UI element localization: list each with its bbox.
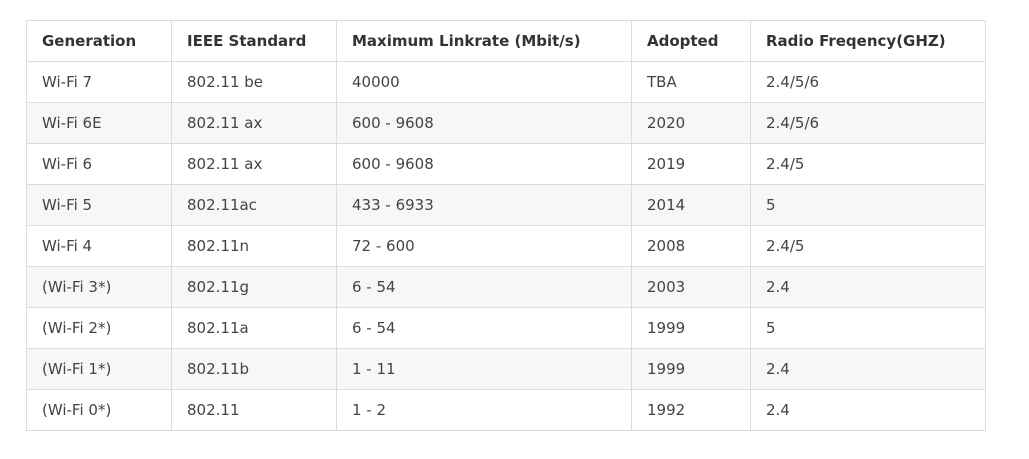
table-row: (Wi-Fi 1*) 802.11b 1 - 11 1999 2.4 (26, 348, 986, 390)
table-row: Wi-Fi 6 802.11 ax 600 - 9608 2019 2.4/5 (26, 143, 986, 185)
cell-generation: (Wi-Fi 0*) (26, 389, 172, 431)
cell-adopted: 1999 (631, 348, 751, 390)
cell-ieee-standard: 802.11a (171, 307, 337, 349)
cell-ieee-standard: 802.11g (171, 266, 337, 308)
cell-adopted: 2008 (631, 225, 751, 267)
wifi-generations-table-container: Generation IEEE Standard Maximum Linkrat… (26, 20, 986, 431)
cell-generation: (Wi-Fi 2*) (26, 307, 172, 349)
table-row: (Wi-Fi 0*) 802.11 1 - 2 1992 2.4 (26, 389, 986, 431)
cell-adopted: TBA (631, 61, 751, 103)
cell-max-linkrate: 6 - 54 (336, 307, 632, 349)
cell-max-linkrate: 433 - 6933 (336, 184, 632, 226)
header-row: Generation IEEE Standard Maximum Linkrat… (26, 20, 986, 62)
table-row: Wi-Fi 7 802.11 be 40000 TBA 2.4/5/6 (26, 61, 986, 103)
header-generation: Generation (26, 20, 172, 62)
cell-generation: (Wi-Fi 1*) (26, 348, 172, 390)
cell-adopted: 2020 (631, 102, 751, 144)
cell-generation: Wi-Fi 5 (26, 184, 172, 226)
header-adopted: Adopted (631, 20, 751, 62)
cell-max-linkrate: 600 - 9608 (336, 143, 632, 185)
cell-ieee-standard: 802.11 (171, 389, 337, 431)
cell-radio-frequency: 5 (750, 307, 986, 349)
cell-radio-frequency: 2.4/5 (750, 143, 986, 185)
cell-adopted: 1999 (631, 307, 751, 349)
cell-ieee-standard: 802.11 ax (171, 102, 337, 144)
cell-max-linkrate: 1 - 11 (336, 348, 632, 390)
cell-max-linkrate: 600 - 9608 (336, 102, 632, 144)
cell-radio-frequency: 2.4/5/6 (750, 102, 986, 144)
cell-radio-frequency: 2.4 (750, 348, 986, 390)
cell-generation: (Wi-Fi 3*) (26, 266, 172, 308)
cell-adopted: 1992 (631, 389, 751, 431)
table-row: Wi-Fi 4 802.11n 72 - 600 2008 2.4/5 (26, 225, 986, 267)
cell-adopted: 2003 (631, 266, 751, 308)
table-row: Wi-Fi 6E 802.11 ax 600 - 9608 2020 2.4/5/6 (26, 102, 986, 144)
cell-max-linkrate: 40000 (336, 61, 632, 103)
table-row: (Wi-Fi 2*) 802.11a 6 - 54 1999 5 (26, 307, 986, 349)
cell-radio-frequency: 5 (750, 184, 986, 226)
cell-radio-frequency: 2.4 (750, 389, 986, 431)
cell-adopted: 2014 (631, 184, 751, 226)
table-header: Generation IEEE Standard Maximum Linkrat… (26, 20, 986, 62)
cell-ieee-standard: 802.11 be (171, 61, 337, 103)
header-ieee-standard: IEEE Standard (171, 20, 337, 62)
cell-generation: Wi-Fi 4 (26, 225, 172, 267)
cell-generation: Wi-Fi 6E (26, 102, 172, 144)
cell-generation: Wi-Fi 6 (26, 143, 172, 185)
table-row: (Wi-Fi 3*) 802.11g 6 - 54 2003 2.4 (26, 266, 986, 308)
cell-generation: Wi-Fi 7 (26, 61, 172, 103)
table-body: Wi-Fi 7 802.11 be 40000 TBA 2.4/5/6 Wi-Fi 6E 8… (26, 61, 986, 431)
cell-ieee-standard: 802.11ac (171, 184, 337, 226)
cell-max-linkrate: 1 - 2 (336, 389, 632, 431)
cell-radio-frequency: 2.4/5/6 (750, 61, 986, 103)
cell-max-linkrate: 72 - 600 (336, 225, 632, 267)
cell-ieee-standard: 802.11n (171, 225, 337, 267)
table-row: Wi-Fi 5 802.11ac 433 - 6933 2014 5 (26, 184, 986, 226)
cell-radio-frequency: 2.4/5 (750, 225, 986, 267)
header-radio-frequency: Radio Freqency(GHZ) (750, 20, 986, 62)
cell-ieee-standard: 802.11b (171, 348, 337, 390)
cell-radio-frequency: 2.4 (750, 266, 986, 308)
cell-ieee-standard: 802.11 ax (171, 143, 337, 185)
header-max-linkrate: Maximum Linkrate (Mbit/s) (336, 20, 632, 62)
cell-adopted: 2019 (631, 143, 751, 185)
cell-max-linkrate: 6 - 54 (336, 266, 632, 308)
wifi-generations-table: Generation IEEE Standard Maximum Linkrat… (26, 20, 986, 431)
